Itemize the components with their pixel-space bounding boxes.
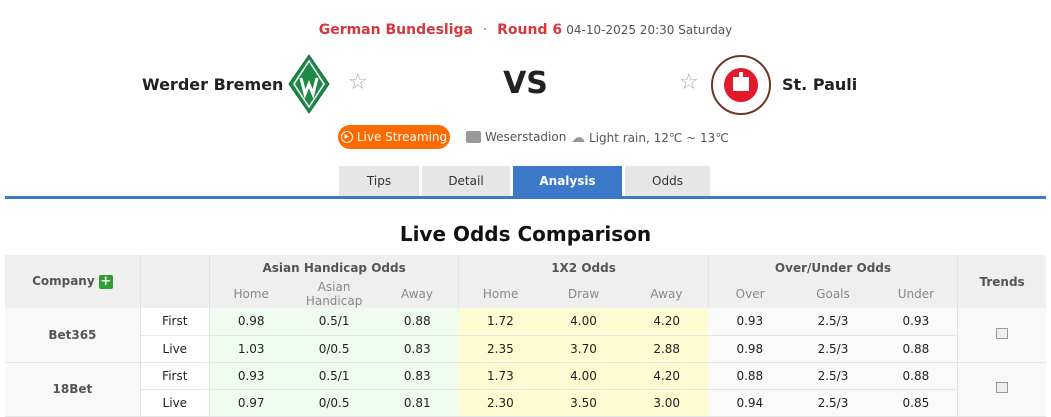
tab-underline [5, 196, 1046, 199]
odds-cell: 0.93 [209, 362, 293, 390]
odds-cell: 2.5/3 [791, 308, 875, 336]
odds-cell: 0.83 [375, 362, 459, 390]
odds-cell: 2.5/3 [791, 335, 875, 363]
subheader: Away [625, 280, 709, 308]
subheader: Goals [791, 280, 875, 308]
trends-header: Trends [957, 255, 1046, 308]
table-row: 18Bet First 0.93 0.5/1 0.83 1.73 4.00 4.20 0.88 2… [5, 362, 1046, 417]
table-row: Live 0.97 0/0.5 0.81 2.30 3.50 3.00 0.94 2.5/3 0.… [5, 389, 1046, 417]
odds-cell: 4.20 [625, 362, 709, 390]
odds-cell: 0.83 [375, 335, 459, 363]
favorite-home-star-icon[interactable]: ☆ [348, 70, 368, 95]
home-team-name[interactable]: Werder Bremen [142, 75, 284, 94]
odds-cell: 3.50 [541, 389, 626, 417]
odds-cell: 0.5/1 [292, 362, 376, 390]
match-datetime: 04-10-2025 20:30 Saturday [566, 23, 733, 37]
live-streaming-button[interactable]: ▶ Live Streaming [338, 125, 450, 149]
odds-cell: 2.5/3 [791, 389, 875, 417]
trends-cell [957, 308, 1046, 363]
odds-cell: 0.88 [874, 335, 958, 363]
trend-chart-icon[interactable] [996, 327, 1009, 339]
subheader: Asian Handicap [292, 280, 376, 308]
subheader: Home [208, 280, 293, 308]
odds-cell: 4.00 [541, 362, 626, 390]
odds-cell: 1.73 [458, 362, 542, 390]
odds-cell: 3.00 [625, 389, 709, 417]
live-streaming-label: Live Streaming [356, 130, 448, 144]
odds-type: First [140, 308, 210, 336]
add-company-plus-icon[interactable]: + [98, 273, 113, 289]
odds-cell: 0.93 [708, 308, 792, 336]
trend-chart-icon[interactable] [996, 382, 1009, 393]
table-row: Bet365 First 0.98 0.5/1 0.88 1.72 4.00 4.20 0.93… [5, 308, 1046, 363]
type-header [139, 255, 210, 308]
league-link[interactable]: German Bundesliga [318, 22, 473, 38]
odds-cell: 2.30 [458, 389, 542, 417]
odds-cell: 0.88 [874, 362, 958, 390]
separator: · [483, 23, 488, 38]
tab-tips[interactable]: Tips [339, 166, 419, 196]
odds-cell: 0.5/1 [292, 308, 376, 336]
subheader: Draw [541, 280, 626, 308]
odds-cell: 0.88 [708, 362, 792, 390]
away-team-logo[interactable] [711, 55, 771, 115]
odds-cell: 0.81 [375, 389, 459, 417]
odds-type: First [140, 362, 210, 390]
odds-cell: 0.85 [874, 389, 958, 417]
odds-cell: 2.88 [625, 335, 709, 363]
play-icon: ▶ [340, 131, 353, 143]
odds-type: Live [140, 389, 210, 417]
odds-cell: 1.72 [458, 308, 542, 336]
odds-cell: 0/0.5 [292, 389, 376, 417]
away-team-name[interactable]: St. Pauli [782, 75, 858, 94]
match-header-line: German Bundesliga · Round 6 04-10-2025 20:… [0, 22, 1051, 38]
venue: Weserstadion [466, 130, 566, 144]
company-header: Company + [5, 255, 141, 308]
favorite-away-star-icon[interactable]: ☆ [679, 70, 699, 95]
stadium-icon [466, 131, 481, 143]
tab-analysis[interactable]: Analysis [513, 166, 622, 196]
odds-type: Live [140, 335, 210, 363]
odds-table: Company + Asian Handicap Odds 1X2 Odds Ov… [5, 255, 1046, 417]
odds-cell: 2.35 [458, 335, 542, 363]
subheader: Under [874, 280, 958, 308]
subheader: Over [707, 280, 792, 308]
venue-label: Weserstadion [485, 130, 567, 144]
odds-cell: 0/0.5 [292, 335, 376, 363]
tab-detail[interactable]: Detail [422, 166, 510, 196]
company-name[interactable]: 18Bet [5, 362, 141, 417]
round-label: Round 6 [497, 22, 563, 38]
odds-cell: 2.5/3 [791, 362, 875, 390]
weather: ☁ Light rain, 12℃ ~ 13℃ [571, 130, 729, 146]
trends-cell [957, 362, 1046, 417]
subheader: Home [458, 280, 542, 308]
section-title: Live Odds Comparison [399, 222, 652, 246]
over-under-header: Over/Under Odds [707, 255, 958, 280]
1x2-header: 1X2 Odds [458, 255, 709, 280]
odds-cell: 4.20 [625, 308, 709, 336]
odds-cell: 3.70 [541, 335, 626, 363]
subheader: Away [375, 280, 459, 308]
odds-cell: 1.03 [209, 335, 293, 363]
home-team-logo[interactable] [288, 54, 330, 114]
odds-cell: 0.98 [708, 335, 792, 363]
tab-odds[interactable]: Odds [625, 166, 710, 196]
odds-cell: 0.97 [209, 389, 293, 417]
odds-cell: 4.00 [541, 308, 626, 336]
odds-cell: 0.94 [708, 389, 792, 417]
cloud-sun-icon: ☁ [571, 130, 585, 146]
odds-cell: 0.98 [209, 308, 293, 336]
odds-cell: 0.88 [375, 308, 459, 336]
company-name[interactable]: Bet365 [5, 308, 141, 363]
weather-label: Light rain, 12℃ ~ 13℃ [589, 131, 729, 145]
odds-cell: 0.93 [874, 308, 958, 336]
asian-handicap-header: Asian Handicap Odds [208, 255, 459, 280]
table-row: Live 1.03 0/0.5 0.83 2.35 3.70 2.88 0.98 2.5/3 0.… [5, 335, 1046, 363]
